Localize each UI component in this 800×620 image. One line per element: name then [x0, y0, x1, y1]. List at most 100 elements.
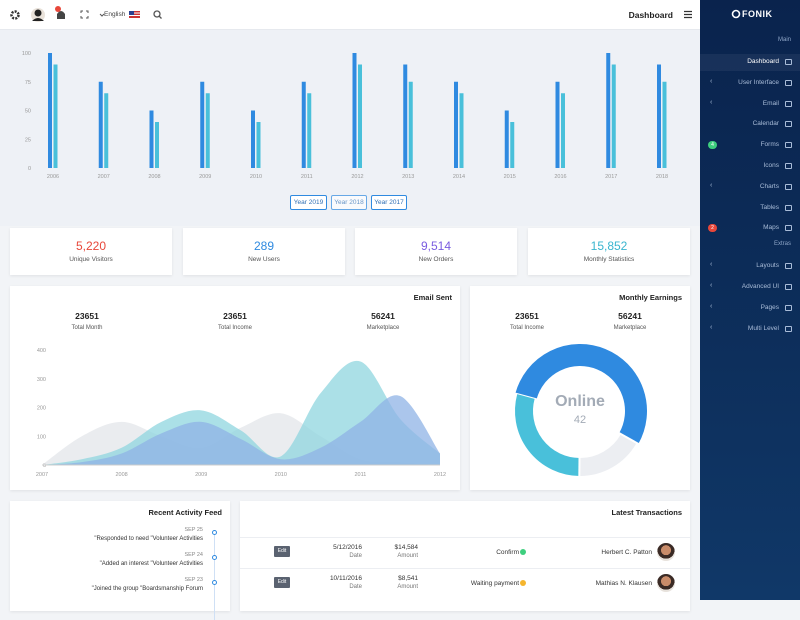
customer-avatar [657, 543, 675, 561]
language[interactable]: English [104, 11, 125, 18]
menu-icon [785, 59, 792, 65]
toolbar-icons [0, 0, 180, 30]
menu-item[interactable]: User Interface ‹ [700, 75, 800, 92]
card-title: Recent Activity Feed [149, 508, 223, 517]
menu-icon [785, 142, 792, 148]
menu-icon [785, 163, 792, 169]
stat-value: 56241 [338, 311, 428, 321]
brand-name: FONIK [742, 9, 773, 19]
menu-icon [785, 305, 792, 311]
activity-date: SEP 25 [184, 527, 203, 533]
stat-card: 289 New Users [183, 228, 345, 275]
activity-text: "Joined the group "Boardsmanship Forum [92, 586, 203, 592]
fullscreen-icon[interactable] [81, 11, 88, 18]
stat-value: 5,220 [10, 239, 172, 253]
menu-item[interactable]: Calendar [700, 116, 800, 133]
submenu-arrow: ‹ [710, 78, 712, 85]
card-title: Email Sent [414, 293, 452, 302]
stat-value: 23651 [42, 311, 132, 321]
card-title: Latest Transactions [612, 508, 682, 517]
stat-value: 56241 [585, 311, 675, 321]
menu-label: Email [763, 100, 779, 107]
stat-label: Total Income [190, 325, 280, 331]
date: 10/11/2016 [330, 575, 362, 582]
edit-button[interactable]: Edit [274, 577, 290, 588]
stat-value: 289 [183, 239, 345, 253]
menu-label: Tables [760, 204, 779, 211]
date-label: Date [349, 584, 362, 590]
stat-card: 15,852 Monthly Statistics [528, 228, 690, 275]
menu-label: Charts [760, 183, 779, 190]
menu-icon [785, 80, 792, 86]
menu-icon [785, 121, 792, 127]
brand-logo [731, 9, 741, 19]
stat-label: New Users [183, 256, 345, 263]
section-title: Main [778, 37, 791, 43]
status-dot [520, 580, 526, 586]
stat-label: Monthly Statistics [528, 256, 690, 263]
menu-item[interactable]: Email ‹ [700, 96, 800, 113]
menu-item[interactable]: Pages‹ [700, 300, 800, 317]
date-label: Date [349, 553, 362, 559]
menu-label: Calendar [753, 120, 779, 127]
year-filter[interactable]: Year 2019 [290, 195, 327, 210]
menu-item[interactable]: Multi Level‹ [700, 321, 800, 338]
date: 5/12/2016 [333, 544, 362, 551]
menu-item[interactable]: Icons [700, 158, 800, 175]
stat-value: 15,852 [528, 239, 690, 253]
amount-label: Amount [397, 553, 418, 559]
submenu-arrow: ‹ [710, 282, 712, 289]
activity-date: SEP 23 [184, 577, 203, 583]
submenu-arrow: ‹ [710, 99, 712, 106]
customer-name: Mathias N. Klausen [596, 580, 652, 587]
amount-label: Amount [397, 584, 418, 590]
year-filter[interactable]: Year 2017 [371, 195, 407, 210]
stat-value: 9,514 [355, 239, 517, 253]
menu-item[interactable]: Layouts‹ [700, 258, 800, 275]
year-filter[interactable]: Year 2018 [331, 195, 367, 210]
menu-toggle[interactable] [683, 10, 693, 19]
activity-date: SEP 24 [184, 552, 203, 558]
card-title: Monthly Earnings [619, 293, 682, 302]
status-dot [520, 549, 526, 555]
menu-label: Advanced UI [742, 283, 779, 290]
submenu-arrow: ‹ [710, 182, 712, 189]
stat-label: Total Month [42, 325, 132, 331]
stat-label: Marketplace [585, 325, 675, 331]
menu-label: Multi Level [748, 325, 779, 332]
menu-item[interactable]: Tables [700, 200, 800, 217]
menu-item[interactable]: Advanced UI ‹ [700, 279, 800, 296]
menu-label: User Interface [738, 79, 779, 86]
notification-icon[interactable] [55, 6, 65, 19]
submenu-arrow: ‹ [710, 261, 712, 268]
menu-item[interactable]: Forms 4 [700, 137, 800, 154]
status: Confirm [496, 549, 519, 556]
menu-label: Pages [761, 304, 779, 311]
settings-icon[interactable] [12, 12, 19, 19]
menu-label: Forms [761, 141, 779, 148]
timeline-dot [212, 555, 217, 560]
menu-item[interactable]: Dashboard [700, 54, 800, 71]
menu-icon [785, 225, 792, 231]
menu-item[interactable]: Charts ‹ [700, 179, 800, 196]
sidebar: FONIK Main Dashboard User Interface ‹ Email ‹… [700, 0, 800, 600]
edit-button[interactable]: Edit [274, 546, 290, 557]
menu-badge: 4 [708, 141, 717, 149]
section-title: Extras [774, 241, 791, 247]
avatar[interactable] [31, 8, 45, 22]
row-divider [240, 537, 690, 538]
flag-icon [129, 11, 140, 18]
search-icon[interactable] [154, 11, 162, 19]
menu-icon [785, 184, 792, 190]
menu-icon [785, 263, 792, 269]
activity-card: Recent Activity Feed SEP 25"Responded to… [10, 501, 230, 611]
timeline [214, 530, 215, 620]
row-divider [240, 568, 690, 569]
timeline-dot [212, 530, 217, 535]
